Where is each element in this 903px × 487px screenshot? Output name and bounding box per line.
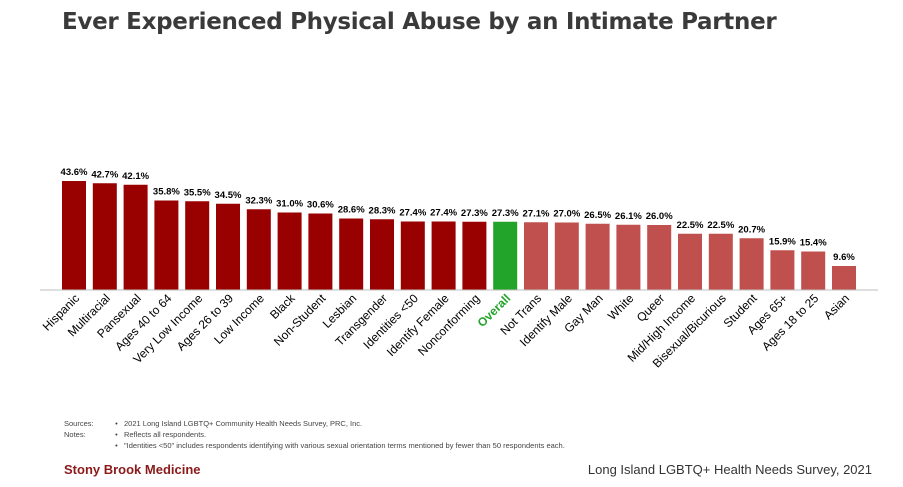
bar-2 [123,184,148,290]
bar-12 [431,221,456,290]
bar-10 [370,219,394,290]
data-label-14: 27.3% [492,208,519,219]
bar-14 [493,221,518,290]
bar-3 [154,200,179,290]
bar-5 [216,203,240,290]
bar-18 [616,224,641,290]
footnotes: Sources: • 2021 Long Island LGBTQ+ Commu… [64,418,565,451]
bullet: • [115,441,118,450]
bar-22 [739,238,764,290]
bar-20 [678,233,702,290]
data-label-20: 22.5% [677,220,704,231]
data-label-23: 15.9% [769,236,796,247]
bar-8 [308,213,333,290]
bar-7 [277,212,302,290]
data-label-13: 27.3% [461,208,488,219]
notes-row: Notes: • Reflects all respondents. [64,429,565,440]
data-label-22: 20.7% [738,224,765,235]
data-label-19: 26.0% [646,211,673,222]
note-text: "Identities <50" includes respondents id… [124,441,565,450]
sources-row: Sources: • 2021 Long Island LGBTQ+ Commu… [64,418,565,429]
data-label-0: 43.6% [61,167,88,178]
data-label-17: 26.5% [584,210,611,221]
sources-label: Sources: [64,419,94,428]
bar-17 [585,223,610,290]
bar-4 [185,201,210,290]
bar-0 [62,181,86,290]
data-label-9: 28.6% [338,205,365,216]
survey-caption: Long Island LGBTQ+ Health Needs Survey, … [587,462,872,477]
bar-13 [462,221,487,290]
brand-logo-text: Stony Brook Medicine [64,462,201,477]
bar-chart: 43.6% 42.7% 42.1% 35.8% 35.5% 34.5% 32.3% 31.0%… [40,167,878,370]
data-label-6: 32.3% [245,195,272,206]
bar-23 [770,250,795,290]
data-label-16: 27.0% [553,209,580,220]
data-label-7: 31.0% [276,199,303,210]
bullet: • [115,430,118,439]
empty-label [64,440,109,451]
bar-25 [832,266,856,290]
bar-16 [554,222,579,290]
data-label-5: 34.5% [215,190,242,201]
data-label-3: 35.8% [153,187,180,198]
data-label-18: 26.1% [615,211,642,222]
data-label-12: 27.4% [430,208,457,219]
bar-6 [246,209,271,290]
data-label-25: 9.6% [833,252,855,263]
bar-19 [647,225,672,290]
bar-11 [400,221,425,290]
bar-15 [524,222,548,290]
source-text: 2021 Long Island LGBTQ+ Community Health… [124,419,363,428]
bar-21 [708,233,733,290]
notes-row-2: • "Identities <50" includes respondents … [64,440,565,451]
note-text: Reflects all respondents. [124,430,207,439]
data-label-10: 28.3% [369,205,396,216]
category-label-18: White [605,291,637,323]
data-label-4: 35.5% [184,187,211,198]
bullet: • [115,419,118,428]
data-label-2: 42.1% [122,171,149,182]
notes-label: Notes: [64,430,86,439]
bar-9 [339,218,364,290]
category-label-25: Asian [821,291,852,322]
bar-1 [92,183,117,290]
data-label-21: 22.5% [707,220,734,231]
data-label-8: 30.6% [307,200,334,211]
data-label-11: 27.4% [399,208,426,219]
chart-title: Ever Experienced Physical Abuse by an In… [62,9,777,35]
data-label-1: 42.7% [91,169,118,180]
bar-24 [801,251,826,290]
data-label-24: 15.4% [800,238,827,249]
data-label-15: 27.1% [523,208,550,219]
